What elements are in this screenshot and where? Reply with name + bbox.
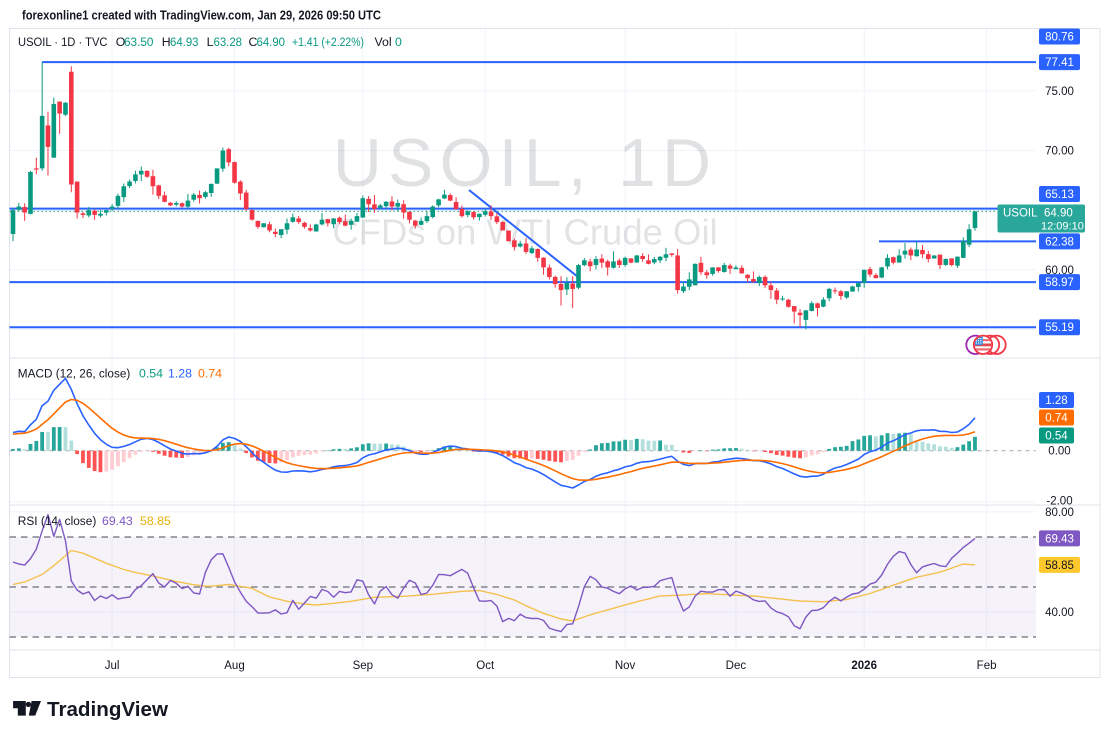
svg-text:1.28: 1.28: [168, 367, 192, 381]
svg-text:64.90: 64.90: [1044, 208, 1073, 220]
svg-text:0.74: 0.74: [1045, 413, 1068, 425]
svg-text:Jul: Jul: [105, 660, 120, 672]
svg-text:2026: 2026: [851, 660, 877, 672]
svg-text:0: 0: [395, 35, 402, 49]
svg-text:69.43: 69.43: [102, 514, 133, 528]
svg-text:MACD (12, 26, close): MACD (12, 26, close): [18, 367, 131, 381]
svg-text:RSI (14, close): RSI (14, close): [18, 514, 97, 528]
svg-text:-2.00: -2.00: [1046, 496, 1072, 508]
svg-text:80.00: 80.00: [1045, 507, 1074, 519]
svg-text:80.76: 80.76: [1045, 32, 1074, 44]
svg-text:Oct: Oct: [476, 660, 495, 672]
svg-text:60.00: 60.00: [1045, 265, 1074, 277]
svg-text:0.54: 0.54: [139, 367, 163, 381]
svg-text:Feb: Feb: [977, 660, 997, 672]
svg-text:H: H: [162, 35, 171, 49]
svg-text:58.85: 58.85: [1045, 560, 1074, 572]
svg-text:62.38: 62.38: [1045, 236, 1074, 248]
svg-text:69.43: 69.43: [1045, 533, 1074, 545]
svg-text:1.28: 1.28: [1045, 395, 1067, 407]
svg-text:64.93: 64.93: [170, 35, 199, 49]
svg-text:0.00: 0.00: [1048, 446, 1070, 458]
svg-text:58.97: 58.97: [1045, 277, 1074, 289]
svg-text:+1.41 (+2.22%): +1.41 (+2.22%): [292, 35, 364, 49]
svg-text:USOIL, 1D: USOIL, 1D: [333, 125, 718, 201]
svg-text:USOIL · 1D · TVC: USOIL · 1D · TVC: [18, 35, 108, 49]
svg-text:Aug: Aug: [224, 660, 244, 672]
svg-text:Nov: Nov: [615, 660, 636, 672]
svg-text:64.90: 64.90: [257, 35, 286, 49]
svg-text:TradingView: TradingView: [47, 699, 168, 721]
svg-text:L: L: [207, 35, 214, 49]
svg-text:Vol: Vol: [375, 35, 392, 49]
svg-text:58.85: 58.85: [140, 514, 171, 528]
svg-text:70.00: 70.00: [1045, 146, 1074, 158]
svg-text:Sep: Sep: [353, 660, 373, 672]
svg-text:75.00: 75.00: [1045, 86, 1074, 98]
svg-text:0.54: 0.54: [1045, 431, 1068, 443]
svg-text:55.19: 55.19: [1045, 322, 1074, 334]
svg-text:USOIL: USOIL: [1003, 208, 1038, 220]
svg-text:63.28: 63.28: [214, 35, 243, 49]
svg-text:0.74: 0.74: [198, 367, 222, 381]
svg-text:C: C: [249, 35, 258, 49]
svg-text:O: O: [116, 35, 126, 49]
svg-text:40.00: 40.00: [1045, 607, 1074, 619]
svg-text:77.41: 77.41: [1045, 57, 1074, 69]
svg-text:63.50: 63.50: [124, 35, 154, 49]
svg-text:65.13: 65.13: [1045, 189, 1074, 201]
svg-text:12:09:10: 12:09:10: [1041, 221, 1084, 233]
svg-text:forexonline1 created with Trad: forexonline1 created with TradingView.co…: [22, 9, 381, 23]
svg-text:Dec: Dec: [726, 660, 747, 672]
